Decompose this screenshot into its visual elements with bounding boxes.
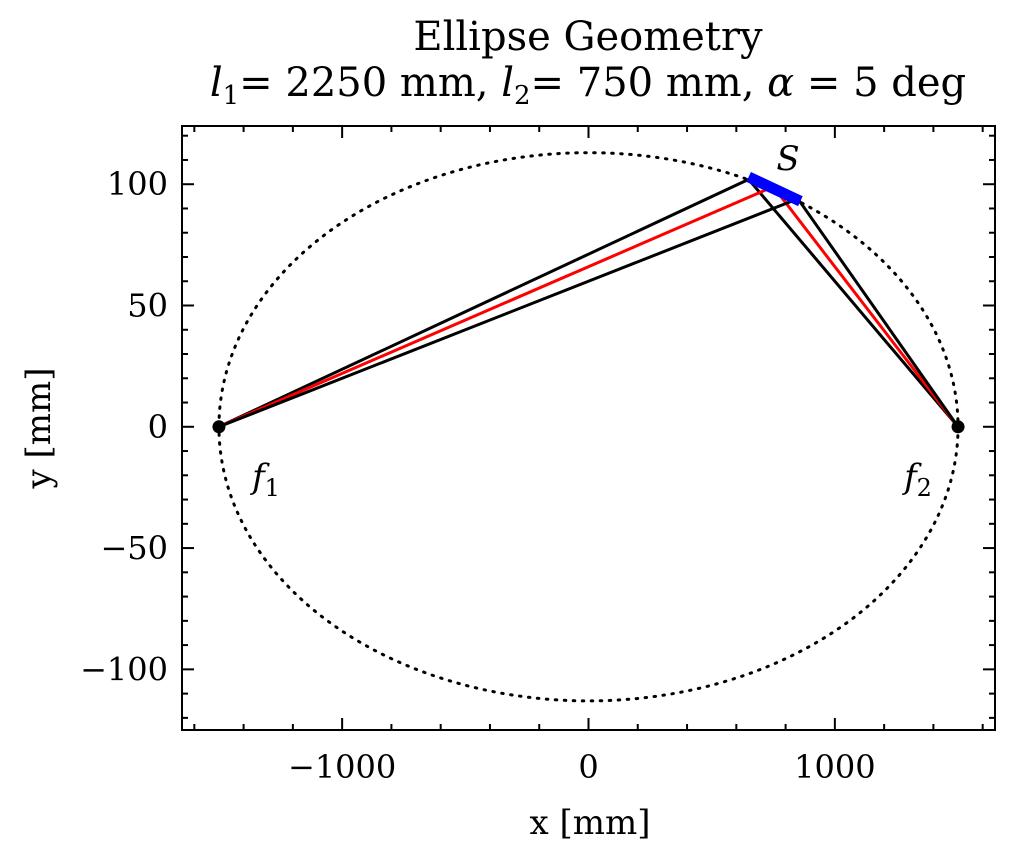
y-axis-label: y [mm] <box>19 367 59 489</box>
focus-label-2: f2 <box>901 457 932 502</box>
ticks-layer: −1000 0 1000 −100 −50 0 50 100 <box>80 126 995 786</box>
y-tick-label: −50 <box>100 529 168 567</box>
subtitle-l1-symbol: l <box>210 60 223 106</box>
mirror-layer <box>746 171 803 207</box>
subtitle-l1-subscript: 1 <box>223 81 240 111</box>
ray-path-1 <box>218 177 960 429</box>
chart-subtitle: l1= 2250 mm, l2= 750 mm, α = 5 deg <box>210 60 966 111</box>
subtitle-alpha-value: = 5 deg <box>794 60 966 106</box>
chart-title: Ellipse Geometry <box>413 14 763 60</box>
subtitle-l2-symbol: l <box>501 60 514 106</box>
x-tick-label: −1000 <box>288 748 396 786</box>
ellipse-layer <box>217 151 960 703</box>
focus-point-2 <box>951 420 965 434</box>
x-tick-label: 0 <box>578 748 598 786</box>
x-tick-label: 1000 <box>794 748 875 786</box>
focus-point-1 <box>212 420 226 434</box>
y-tick-label: 50 <box>127 287 168 325</box>
rays-layer <box>218 177 960 429</box>
y-tick-label: 100 <box>107 165 168 203</box>
mirror-segment <box>746 171 803 207</box>
y-tick-label: 0 <box>148 408 168 446</box>
y-tick-label: −100 <box>80 650 168 688</box>
ellipse-curve <box>217 151 960 703</box>
ray-path-2 <box>218 184 960 429</box>
subtitle-l2-value: = 750 mm, <box>531 60 768 106</box>
x-axis-label: x [mm] <box>530 803 651 843</box>
subtitle-l1-value: = 2250 mm, <box>239 60 501 106</box>
ray-path-3 <box>218 196 960 429</box>
focus-label-1: f1 <box>249 457 280 502</box>
mirror-label: S <box>776 139 799 179</box>
subtitle-l2-subscript: 2 <box>514 81 531 111</box>
foci-layer <box>212 420 965 434</box>
annotation-layer: f1 f2 S <box>249 139 932 502</box>
subtitle-alpha-symbol: α <box>767 60 794 106</box>
plot-frame <box>181 125 996 731</box>
